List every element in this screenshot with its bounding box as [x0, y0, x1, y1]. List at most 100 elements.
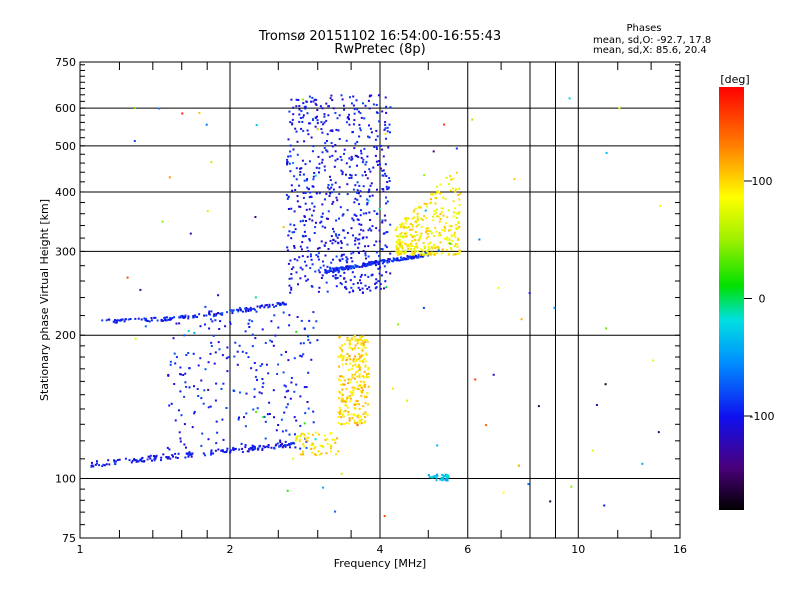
data-point [367, 135, 369, 138]
data-point [184, 456, 187, 459]
data-point [382, 259, 385, 262]
data-point [362, 360, 365, 363]
data-point [144, 319, 147, 322]
data-point [450, 178, 453, 181]
data-point [553, 306, 556, 309]
colorbar-tick-label: -100 [750, 410, 775, 423]
data-point [226, 311, 228, 314]
data-point [413, 251, 416, 254]
data-point [438, 232, 441, 235]
data-point [426, 205, 428, 208]
data-point [265, 363, 268, 366]
data-point [323, 434, 326, 437]
data-point [193, 315, 196, 318]
data-point [325, 149, 328, 152]
data-point [458, 249, 461, 252]
data-point [351, 376, 354, 379]
data-point [366, 340, 369, 343]
data-point [440, 252, 443, 255]
data-point [454, 224, 457, 226]
data-point [416, 219, 419, 222]
data-point [248, 448, 251, 451]
data-point [403, 217, 406, 220]
data-point [336, 199, 339, 202]
data-point [314, 431, 317, 434]
data-point [215, 420, 218, 423]
data-point [358, 238, 361, 241]
data-point [273, 416, 275, 419]
data-point [330, 94, 333, 97]
data-point [197, 395, 200, 397]
data-point [346, 397, 348, 400]
data-point [321, 131, 324, 134]
data-point [452, 200, 455, 203]
data-point [360, 342, 363, 345]
data-point [230, 309, 233, 312]
data-point [300, 167, 303, 170]
data-point [387, 187, 390, 190]
data-point [253, 362, 256, 364]
data-point [357, 416, 360, 419]
data-point [362, 384, 365, 387]
data-point [366, 155, 369, 158]
data-point [302, 353, 305, 356]
data-point [358, 421, 361, 424]
data-point [439, 192, 442, 195]
data-point [318, 192, 321, 195]
data-point [161, 220, 164, 223]
data-point [404, 222, 407, 225]
data-point [135, 459, 138, 462]
data-point [341, 258, 344, 261]
data-point [375, 227, 378, 230]
data-point [338, 336, 341, 339]
y-tick-label: 75 [62, 532, 76, 545]
data-point [174, 362, 177, 365]
data-point [313, 447, 316, 450]
data-point [225, 449, 228, 452]
data-point [320, 277, 323, 279]
data-point [339, 155, 342, 158]
data-point [285, 406, 288, 409]
data-point [447, 242, 450, 245]
data-point [187, 330, 190, 332]
data-point [454, 243, 457, 246]
data-point [307, 407, 310, 410]
data-point [325, 119, 328, 122]
data-point [289, 223, 292, 226]
data-point [364, 341, 367, 343]
data-point [409, 255, 412, 258]
data-point [315, 98, 318, 101]
data-point [299, 205, 302, 208]
data-point [303, 433, 306, 436]
data-point [306, 112, 309, 115]
data-point [337, 129, 340, 132]
data-point [205, 314, 208, 317]
data-point [345, 256, 348, 259]
data-point [128, 459, 131, 462]
data-point [339, 206, 342, 209]
data-point [137, 460, 140, 463]
data-point [402, 225, 405, 228]
data-point [411, 217, 414, 220]
data-point [364, 402, 367, 405]
data-point [429, 241, 432, 244]
data-point [358, 353, 360, 355]
x-tick-label: 6 [464, 543, 471, 556]
data-point [289, 259, 292, 262]
data-point [273, 446, 276, 449]
data-point [295, 105, 298, 108]
data-point [341, 414, 344, 417]
data-point [364, 396, 366, 399]
data-point [454, 190, 457, 193]
data-point [292, 148, 295, 151]
data-point [188, 367, 191, 370]
data-point [299, 453, 302, 456]
data-point [237, 418, 240, 421]
data-point [290, 98, 293, 101]
data-point [302, 116, 305, 119]
data-point [353, 413, 355, 416]
data-point [349, 346, 352, 349]
data-point [356, 108, 359, 111]
data-point [302, 196, 305, 199]
data-point [248, 308, 251, 311]
